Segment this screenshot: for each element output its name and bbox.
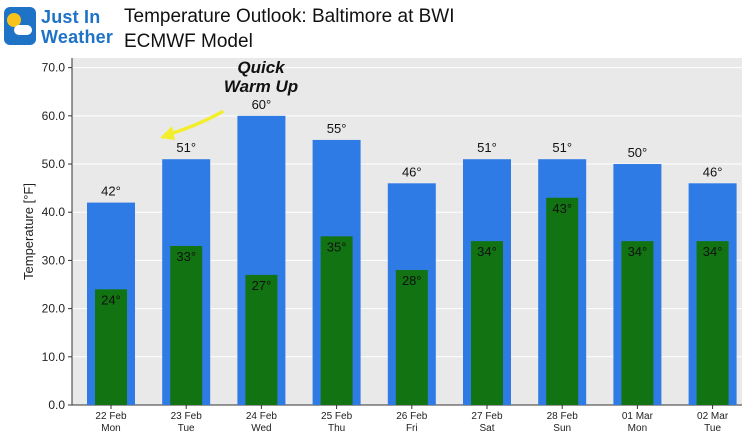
y-tick-label: 30.0 xyxy=(42,253,66,267)
low-temp-label: 24° xyxy=(101,292,121,307)
low-temp-label: 28° xyxy=(402,273,422,288)
low-temp-bar xyxy=(471,241,503,405)
logo-sun-cloud-icon xyxy=(4,7,36,45)
y-tick-label: 40.0 xyxy=(42,205,66,219)
high-temp-label: 46° xyxy=(703,164,723,179)
low-temp-label: 43° xyxy=(552,201,572,216)
high-temp-label: 55° xyxy=(327,121,347,136)
x-day-label: Tue xyxy=(704,423,721,433)
high-temp-label: 50° xyxy=(628,145,648,160)
low-temp-bar xyxy=(95,289,127,405)
x-tick-label: 01 Mar xyxy=(622,411,654,422)
x-tick-label: 27 Feb xyxy=(471,411,503,422)
chart-subtitle: ECMWF Model xyxy=(124,31,253,52)
x-tick-label: 28 Feb xyxy=(547,411,579,422)
high-temp-label: 51° xyxy=(176,140,196,155)
y-tick-label: 60.0 xyxy=(42,109,66,123)
x-day-label: Sat xyxy=(479,423,494,433)
chart-title: Temperature Outlook: Baltimore at BWI xyxy=(124,6,455,27)
x-day-label: Thu xyxy=(328,423,345,433)
x-tick-label: 26 Feb xyxy=(396,411,428,422)
x-tick-label: 02 Mar xyxy=(697,411,729,422)
low-temp-bar xyxy=(395,270,428,405)
high-temp-label: 51° xyxy=(552,140,572,155)
annotation-arrow xyxy=(168,110,224,136)
low-temp-bar xyxy=(621,241,654,405)
low-temp-label: 33° xyxy=(176,249,196,264)
high-temp-label: 46° xyxy=(402,164,422,179)
low-temp-label: 34° xyxy=(477,244,497,259)
low-temp-label: 34° xyxy=(628,244,648,259)
y-tick-label: 20.0 xyxy=(42,302,66,316)
quick-warm-up-annotation: Quick Warm Up xyxy=(216,58,306,96)
annotation-arrowhead xyxy=(160,126,175,140)
y-axis-label: Temperature [°F] xyxy=(21,183,36,280)
low-temp-bar xyxy=(245,274,278,405)
low-temp-label: 27° xyxy=(252,278,272,293)
low-temp-bar xyxy=(546,197,579,405)
x-day-label: Wed xyxy=(251,423,271,433)
x-tick-label: 23 Feb xyxy=(171,411,203,422)
x-day-label: Sun xyxy=(553,423,571,433)
low-temp-bar xyxy=(170,245,203,405)
high-temp-label: 51° xyxy=(477,140,497,155)
y-tick-label: 0.0 xyxy=(48,398,65,412)
x-day-label: Mon xyxy=(628,423,647,433)
just-in-weather-logo: Just In Weather xyxy=(4,3,116,51)
logo-text-line1: Just In xyxy=(41,7,101,27)
x-tick-label: 22 Feb xyxy=(95,411,127,422)
x-day-label: Mon xyxy=(101,423,120,433)
logo-text-line2: Weather xyxy=(41,27,114,47)
low-temp-bar xyxy=(320,236,353,405)
low-temp-bar xyxy=(696,241,729,405)
y-tick-label: 70.0 xyxy=(42,61,66,75)
high-temp-label: 60° xyxy=(252,97,272,112)
low-temp-label: 35° xyxy=(327,239,347,254)
low-temp-label: 34° xyxy=(703,244,723,259)
x-tick-label: 24 Feb xyxy=(246,411,278,422)
y-tick-label: 50.0 xyxy=(42,157,66,171)
x-day-label: Tue xyxy=(178,423,195,433)
x-tick-label: 25 Feb xyxy=(321,411,353,422)
x-day-label: Fri xyxy=(406,423,418,433)
annotation-line2: Warm Up xyxy=(223,77,299,96)
y-tick-label: 10.0 xyxy=(42,350,66,364)
annotation-line1: Quick xyxy=(237,58,285,77)
high-temp-label: 42° xyxy=(101,184,121,199)
